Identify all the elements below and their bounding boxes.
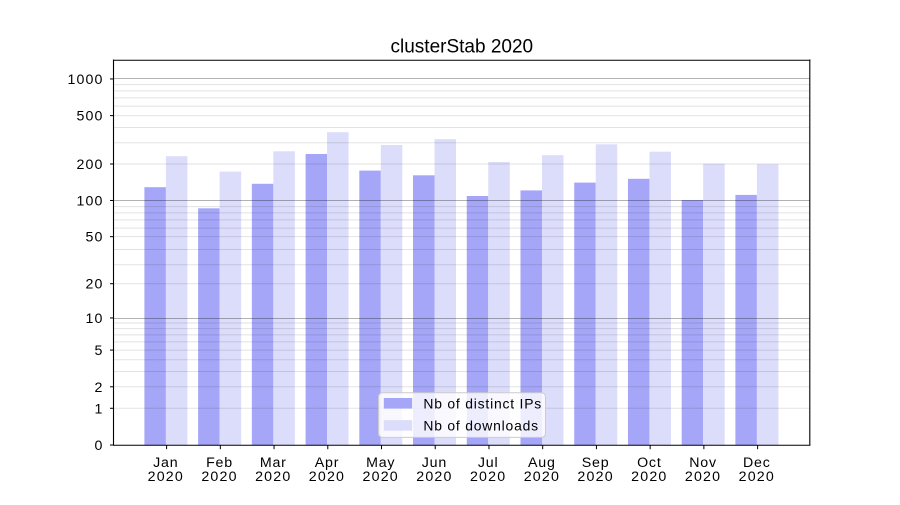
svg-text:Sep: Sep <box>582 455 610 471</box>
svg-text:500: 500 <box>77 109 104 125</box>
svg-text:Jul: Jul <box>478 455 499 471</box>
svg-text:1000: 1000 <box>68 72 104 88</box>
svg-text:2020: 2020 <box>685 469 721 485</box>
svg-text:Nov: Nov <box>689 455 717 471</box>
svg-text:20: 20 <box>86 277 104 293</box>
svg-text:2020: 2020 <box>470 469 506 485</box>
svg-text:5: 5 <box>95 343 104 359</box>
svg-text:Jan: Jan <box>153 455 178 471</box>
svg-text:2020: 2020 <box>739 469 775 485</box>
svg-text:2020: 2020 <box>577 469 613 485</box>
svg-text:50: 50 <box>86 230 104 246</box>
svg-text:0: 0 <box>95 438 104 454</box>
svg-text:2020: 2020 <box>309 469 345 485</box>
svg-text:Aug: Aug <box>528 455 556 471</box>
svg-text:1: 1 <box>95 401 104 417</box>
svg-text:2020: 2020 <box>363 469 399 485</box>
svg-text:2020: 2020 <box>148 469 184 485</box>
svg-text:Nb of distinct IPs: Nb of distinct IPs <box>423 395 542 411</box>
svg-text:2: 2 <box>95 380 104 396</box>
svg-text:100: 100 <box>77 193 104 209</box>
svg-text:2020: 2020 <box>631 469 667 485</box>
svg-text:Oct: Oct <box>637 455 661 471</box>
svg-text:2020: 2020 <box>255 469 291 485</box>
svg-text:Apr: Apr <box>315 455 339 471</box>
svg-text:Jun: Jun <box>422 455 447 471</box>
svg-text:May: May <box>366 455 395 471</box>
svg-text:2020: 2020 <box>201 469 237 485</box>
svg-text:Feb: Feb <box>206 455 233 471</box>
svg-text:10: 10 <box>86 311 104 327</box>
svg-text:clusterStab 2020: clusterStab 2020 <box>391 37 534 58</box>
svg-text:2020: 2020 <box>524 469 560 485</box>
svg-text:Mar: Mar <box>260 455 287 471</box>
svg-text:Dec: Dec <box>743 455 771 471</box>
svg-text:2020: 2020 <box>416 469 452 485</box>
svg-text:Nb of downloads: Nb of downloads <box>423 417 538 433</box>
svg-text:200: 200 <box>77 157 104 173</box>
